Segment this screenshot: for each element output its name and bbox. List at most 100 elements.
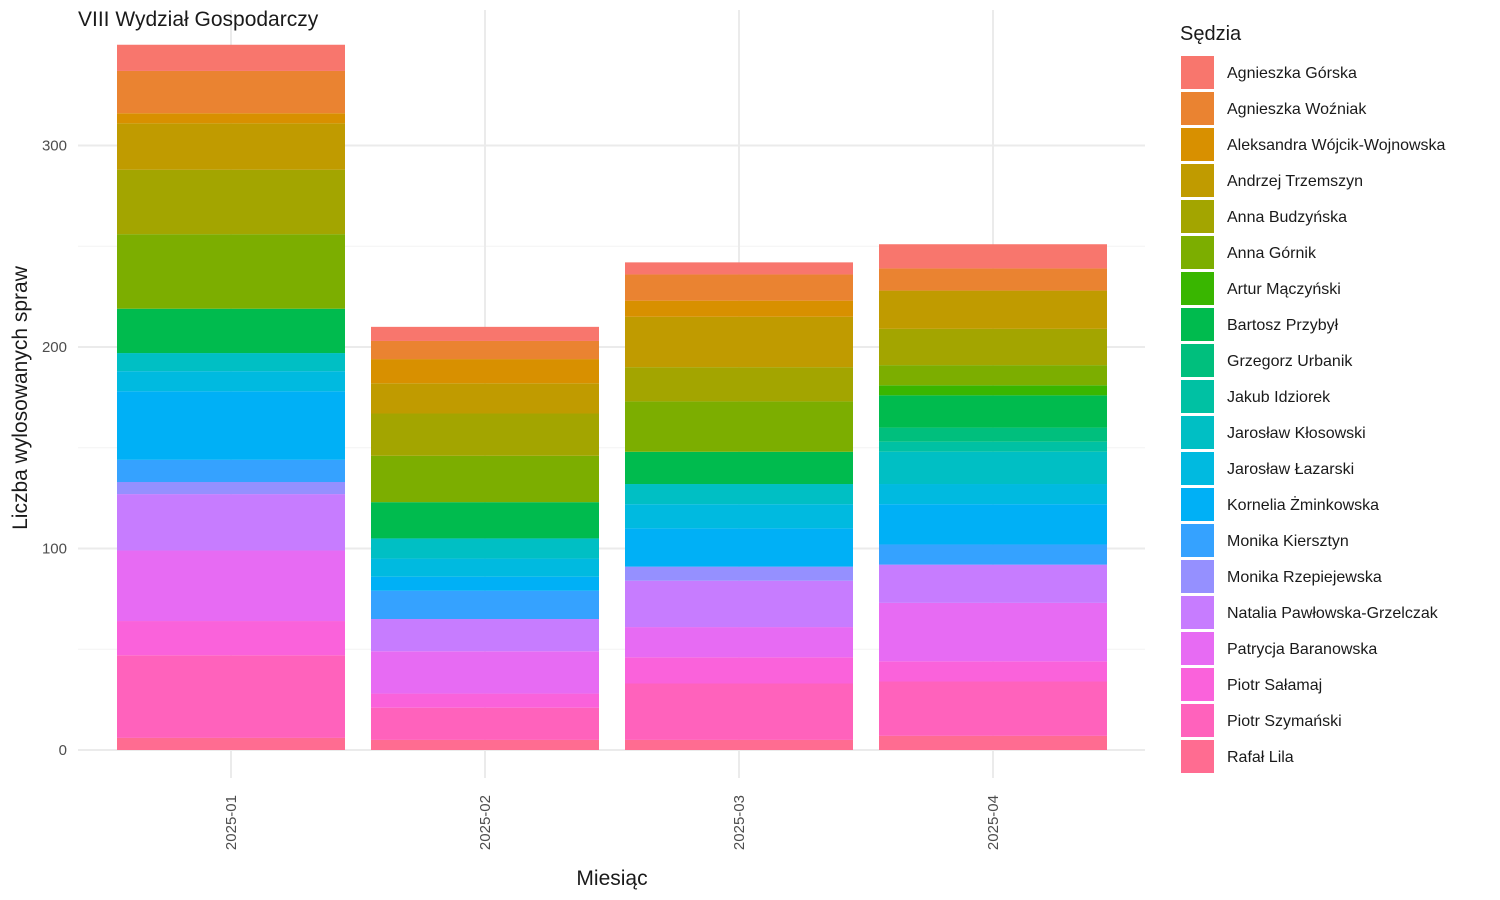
bar-segment: Jarosław Łazarski — 2025-01: 10: [117, 371, 345, 392]
bar-segment: Bartosz Przybył — 2025-04: 16: [879, 395, 1107, 428]
legend-swatch: [1181, 596, 1214, 629]
bar-segment: Monika Rzepiejewska — 2025-03: 7: [625, 566, 853, 581]
legend-swatch: [1181, 704, 1214, 737]
legend-swatch: [1181, 92, 1214, 125]
bar-segment: Agnieszka Woźniak — 2025-04: 11: [879, 268, 1107, 291]
bar-segment: Kornelia Żminkowska — 2025-01: 34: [117, 391, 345, 460]
legend-label: Natalia Pawłowska-Grzelczak: [1227, 605, 1439, 622]
bar-segment: Aleksandra Wójcik-Wojnowska — 2025-03: 8: [625, 300, 853, 317]
legend-swatch: [1181, 236, 1214, 269]
bars-layer: Rafał Lila — 2025-01: 6 Piotr Szymański —…: [117, 44, 1107, 750]
bar-segment: Andrzej Trzemszyn — 2025-03: 25: [625, 316, 853, 368]
bar-segment: Kornelia Żminkowska — 2025-02: 7: [371, 576, 599, 591]
x-tick-label: 2025-02: [477, 795, 494, 850]
bar-segment: Kornelia Żminkowska — 2025-04: 20: [879, 504, 1107, 545]
bar-segment: Agnieszka Górska — 2025-01: 13: [117, 44, 345, 71]
legend-items: Agnieszka Górska Agnieszka Woźniak Aleksan…: [1181, 56, 1446, 773]
bar-segment: Agnieszka Woźniak — 2025-02: 9: [371, 340, 599, 360]
bar-segment: Jarosław Kłosowski — 2025-01: 9: [117, 353, 345, 372]
legend-swatch: [1181, 272, 1214, 305]
bar-segment: Agnieszka Górska — 2025-04: 12: [879, 244, 1107, 269]
legend-label: Anna Budzyńska: [1227, 209, 1347, 226]
y-tick-label: 100: [42, 541, 67, 558]
legend-label: Artur Mączyński: [1227, 281, 1341, 298]
bar-segment: Patrycja Baranowska — 2025-02: 21: [371, 651, 599, 694]
bar-segment: Jarosław Łazarski — 2025-04: 10: [879, 484, 1107, 505]
legend-swatch: [1181, 452, 1214, 485]
bar-segment: Agnieszka Woźniak — 2025-01: 21: [117, 70, 345, 114]
legend-swatch: [1181, 740, 1214, 773]
bar-segment: Piotr Szymański — 2025-02: 16: [371, 707, 599, 740]
legend-label: Monika Kiersztyn: [1227, 533, 1349, 550]
legend-swatch: [1181, 56, 1214, 89]
x-tick-label: 2025-04: [985, 795, 1002, 850]
x-tick-label: 2025-01: [223, 795, 240, 850]
legend: Sędzia Agnieszka Górska Agnieszka Woźniak…: [1180, 23, 1446, 773]
bar-segment: Patrycja Baranowska — 2025-03: 15: [625, 627, 853, 658]
ticks-layer: 0 100 200 300 2025-01 2025-02 2025-03 2025-04: [42, 138, 1002, 851]
bar-segment: Natalia Pawłowska-Grzelczak — 2025-02: 1…: [371, 619, 599, 652]
bar-segment: Patrycja Baranowska — 2025-01: 35: [117, 550, 345, 622]
bar-segment: Anna Górnik — 2025-01: 37: [117, 234, 345, 309]
legend-label: Rafał Lila: [1227, 749, 1294, 766]
bar-segment: Agnieszka Górska — 2025-03: 6: [625, 262, 853, 275]
bar-segment: Monika Kiersztyn — 2025-04: 10: [879, 544, 1107, 565]
legend-swatch: [1181, 524, 1214, 557]
bar-segment: Agnieszka Górska — 2025-02: 7: [371, 326, 599, 341]
y-tick-label: 200: [42, 339, 67, 356]
bar-segment: Patrycja Baranowska — 2025-04: 29: [879, 602, 1107, 662]
bar-segment: Kornelia Żminkowska — 2025-03: 19: [625, 528, 853, 567]
legend-label: Anna Górnik: [1227, 245, 1317, 262]
x-axis-title: Miesiąc: [576, 867, 647, 890]
legend-label: Bartosz Przybył: [1227, 317, 1339, 334]
y-tick-label: 0: [59, 742, 67, 759]
legend-label: Jarosław Kłosowski: [1227, 425, 1366, 442]
bar-segment: Bartosz Przybył — 2025-02: 18: [371, 502, 599, 539]
legend-swatch: [1181, 560, 1214, 593]
legend-label: Piotr Szymański: [1227, 713, 1342, 730]
bar-segment: Rafał Lila — 2025-01: 6: [117, 737, 345, 750]
bar-segment: Monika Kiersztyn — 2025-02: 14: [371, 590, 599, 620]
y-tick-label: 300: [42, 138, 67, 155]
bar-segment: Jarosław Kłosowski — 2025-04: 16: [879, 451, 1107, 485]
legend-swatch: [1181, 344, 1214, 377]
legend-label: Kornelia Żminkowska: [1227, 495, 1379, 514]
legend-label: Jakub Idziorek: [1227, 389, 1331, 406]
chart-title: VIII Wydział Gospodarczy: [78, 8, 319, 31]
bar-segment: Natalia Pawłowska-Grzelczak — 2025-04: 1…: [879, 564, 1107, 603]
bar-segment: Monika Rzepiejewska — 2025-01: 6: [117, 482, 345, 495]
bar-segment: Rafał Lila — 2025-03: 5: [625, 739, 853, 750]
bar-segment: Jarosław Kłosowski — 2025-03: 10: [625, 484, 853, 505]
bar-segment: Piotr Szymański — 2025-04: 27: [879, 681, 1107, 736]
bar-segment: Agnieszka Woźniak — 2025-03: 13: [625, 274, 853, 301]
legend-swatch: [1181, 380, 1214, 413]
bar-segment: Aleksandra Wójcik-Wojnowska — 2025-02: 1…: [371, 359, 599, 384]
bar-segment: Piotr Sałamaj — 2025-03: 13: [625, 657, 853, 684]
bar-segment: Jarosław Łazarski — 2025-03: 12: [625, 504, 853, 529]
bar-segment: Grzegorz Urbanik — 2025-04: 7: [879, 427, 1107, 442]
bar-segment: Artur Mączyński — 2025-04: 5: [879, 385, 1107, 396]
bar-segment: Jarosław Łazarski — 2025-02: 9: [371, 558, 599, 577]
legend-label: Agnieszka Górska: [1227, 65, 1357, 82]
legend-swatch: [1181, 488, 1214, 521]
legend-swatch: [1181, 308, 1214, 341]
bar-segment: Anna Górnik — 2025-02: 23: [371, 455, 599, 503]
bar-segment: Anna Budzyńska — 2025-02: 21: [371, 413, 599, 456]
y-axis-title: Liczba wylosowanych spraw: [9, 265, 32, 530]
legend-label: Piotr Sałamaj: [1227, 677, 1322, 694]
legend-label: Andrzej Trzemszyn: [1227, 173, 1363, 190]
legend-label: Grzegorz Urbanik: [1227, 353, 1353, 370]
legend-label: Agnieszka Woźniak: [1227, 101, 1367, 118]
bar-segment: Anna Budzyńska — 2025-04: 18: [879, 328, 1107, 366]
bar-segment: Jakub Idziorek — 2025-04: 5: [879, 441, 1107, 452]
bar-segment: Natalia Pawłowska-Grzelczak — 2025-03: 2…: [625, 580, 853, 628]
legend-label: Monika Rzepiejewska: [1227, 569, 1382, 586]
legend-swatch: [1181, 416, 1214, 449]
bar-segment: Natalia Pawłowska-Grzelczak — 2025-01: 2…: [117, 494, 345, 551]
bar-segment: Anna Górnik — 2025-04: 10: [879, 365, 1107, 386]
legend-swatch: [1181, 164, 1214, 197]
legend-label: Patrycja Baranowska: [1227, 641, 1377, 658]
bar-segment: Piotr Sałamaj — 2025-02: 7: [371, 693, 599, 708]
bar-segment: Rafał Lila — 2025-02: 5: [371, 739, 599, 750]
